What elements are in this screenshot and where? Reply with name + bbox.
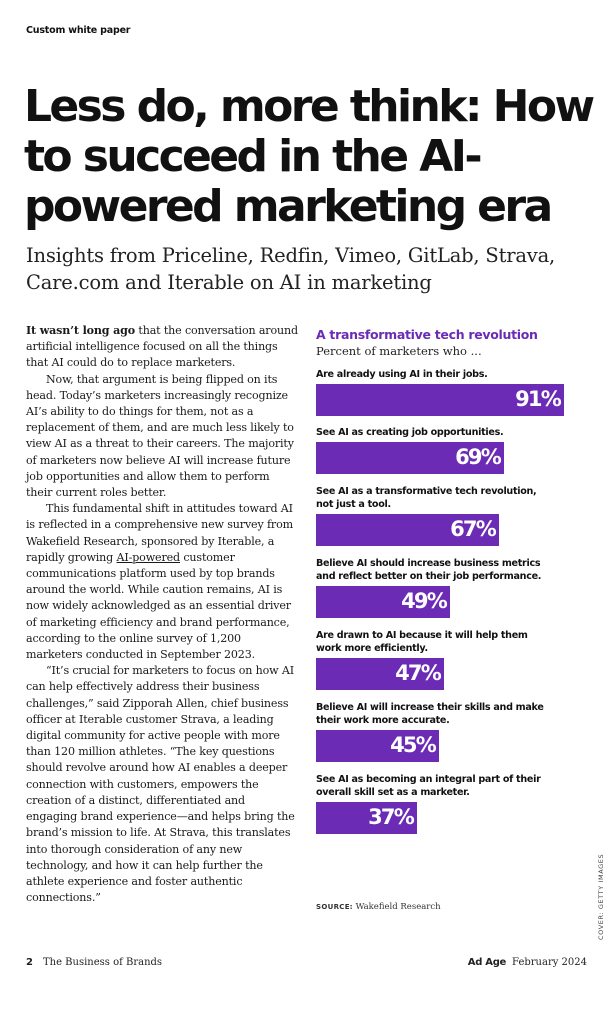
chart-item: Believe AI should increase business metr… (316, 557, 576, 618)
paragraph-1: It wasn’t long ago that the conversation… (26, 323, 298, 372)
bar-label: Believe AI will increase their skills an… (316, 702, 544, 726)
chart-item: Are already using AI in their jobs. 91% (316, 368, 576, 416)
page-number: 2 (26, 957, 33, 968)
bar-value-label: 47% (395, 661, 442, 685)
chart-item: See AI as becoming an integral part of t… (316, 773, 576, 834)
paragraph-3-text-b: customer communications platform used by… (26, 550, 291, 662)
page-subtitle: Insights from Priceline, Redfin, Vimeo, … (26, 244, 556, 294)
chart-title: A transformative tech revolution (316, 327, 538, 342)
chart-subtitle: Percent of marketers who ... (316, 344, 482, 358)
footer-left: 2 The Business of Brands (26, 957, 162, 968)
source-label: SOURCE: (316, 903, 353, 911)
bar: 67% (316, 514, 499, 546)
chart-item: Are drawn to AI because it will help the… (316, 629, 576, 690)
bar: 69% (316, 442, 504, 474)
bar: 47% (316, 658, 444, 690)
bar: 49% (316, 586, 450, 618)
bar-chart: A transformative tech revolution Percent… (316, 327, 576, 834)
bar-label: See AI as creating job opportunities. (316, 427, 504, 438)
bar-label: Believe AI should increase business metr… (316, 558, 542, 582)
bar-label: Are already using AI in their jobs. (316, 369, 488, 380)
article-body: It wasn’t long ago that the conversation… (26, 323, 298, 906)
source-text: Wakefield Research (355, 902, 441, 912)
section-label: Custom white paper (26, 25, 131, 36)
publication-section: The Business of Brands (42, 957, 163, 968)
bar: 91% (316, 384, 564, 416)
paragraph-1-text: that the conversation around artificial … (26, 324, 298, 370)
bar-value-label: 67% (450, 517, 497, 541)
bar-label: See AI as a transformative tech revoluti… (316, 486, 537, 510)
bar-label: See AI as becoming an integral part of t… (316, 774, 541, 798)
paragraph-4: “It’s crucial for marketers to focus on … (26, 664, 295, 905)
chart-item: See AI as a transformative tech revoluti… (316, 485, 576, 546)
bar: 37% (316, 802, 417, 834)
bar-value-label: 37% (368, 805, 415, 829)
bar-value-label: 45% (390, 733, 437, 757)
photo-credit: COVER: GETTY IMAGES (597, 853, 605, 940)
page-title: Less do, more think: How to succeed in t… (24, 81, 595, 232)
chart-item: Believe AI will increase their skills an… (316, 701, 576, 762)
issue-date: February 2024 (512, 957, 587, 968)
bar-label: Are drawn to AI because it will help the… (316, 630, 528, 654)
chart-items: Are already using AI in their jobs. 91% Se… (316, 368, 576, 834)
bar-value-label: 69% (455, 445, 502, 469)
paragraph-3: This fundamental shift in attitudes towa… (26, 501, 298, 663)
chart-source: SOURCE: Wakefield Research (316, 902, 441, 912)
ai-powered-link[interactable]: AI-powered (116, 550, 181, 564)
paragraph-2: Now, that argument is being flipped on i… (26, 372, 294, 500)
bar-value-label: 49% (401, 589, 448, 613)
footer-right: Ad Age February 2024 (468, 957, 587, 968)
brand-name: Ad Age (467, 957, 507, 968)
paragraph-3-text-a: This fundamental shift in attitudes towa… (26, 502, 293, 564)
chart-item: See AI as creating job opportunities. 69% (316, 426, 576, 474)
bar: 45% (316, 730, 439, 762)
lead-in: It wasn’t long ago (26, 324, 136, 337)
bar-value-label: 91% (515, 387, 562, 411)
